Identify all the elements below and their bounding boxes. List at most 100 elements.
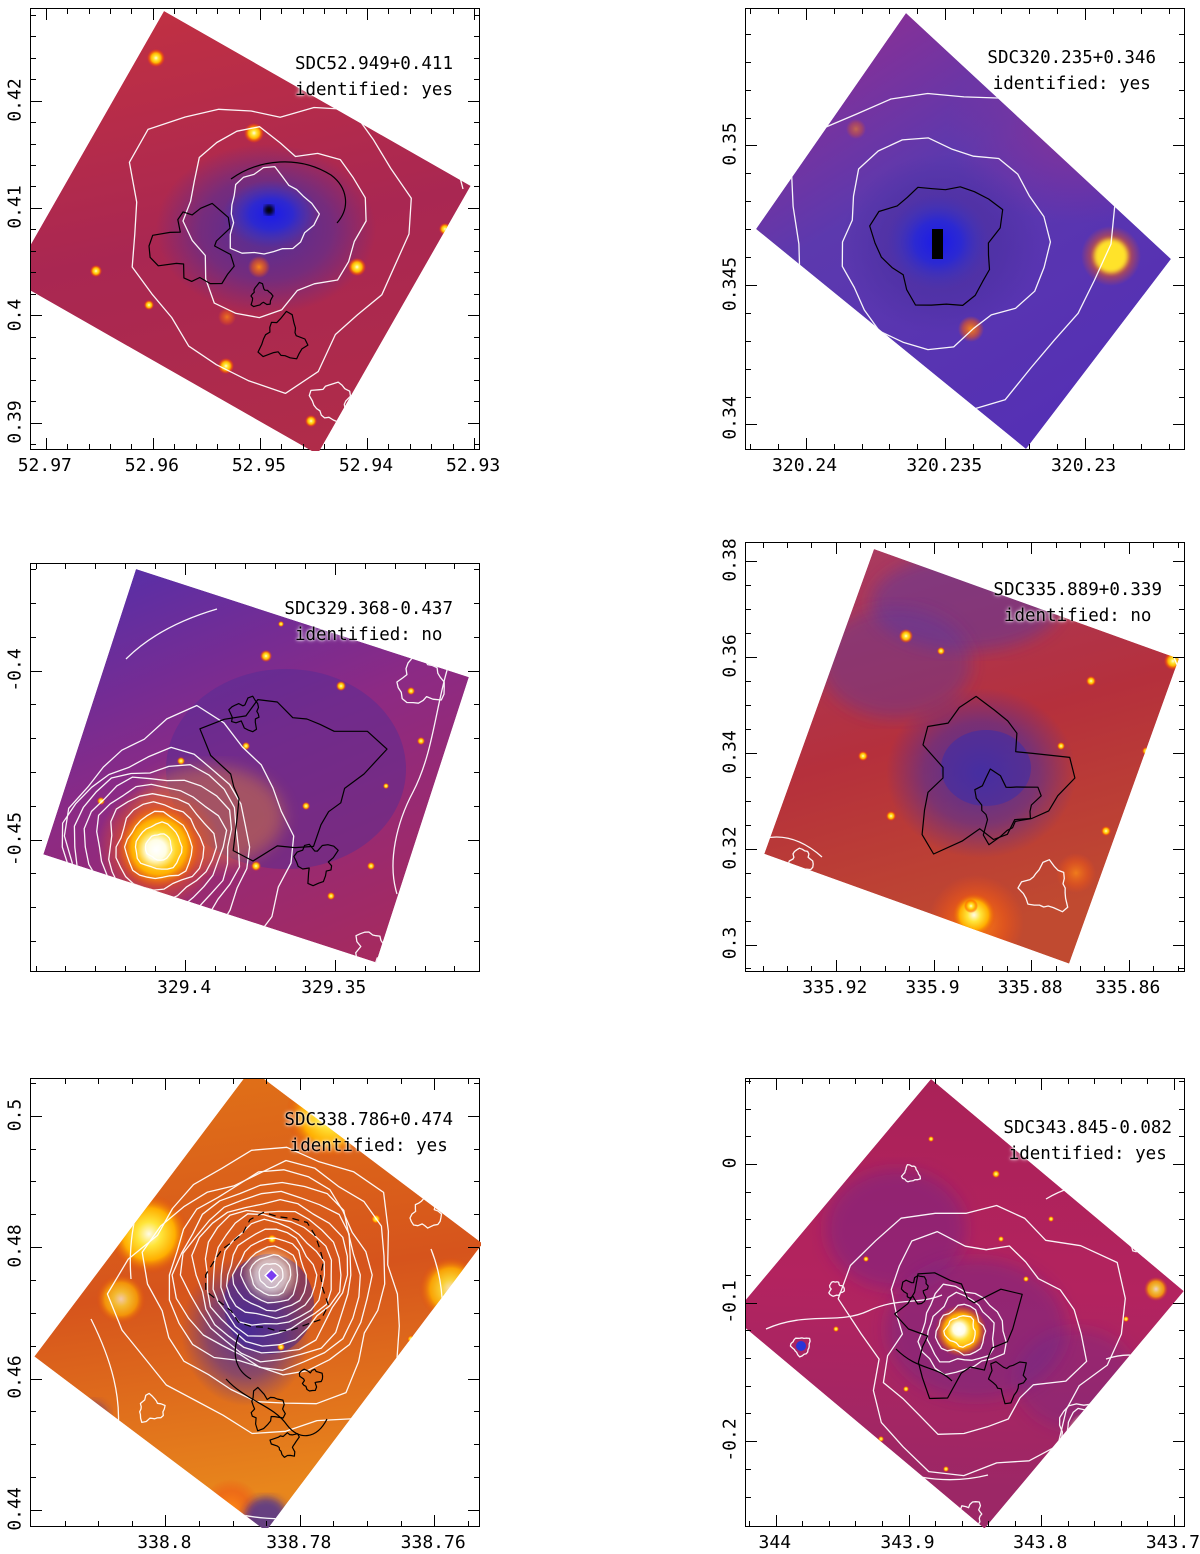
y-tick-label: 0.46 bbox=[4, 1355, 26, 1400]
axis-tick bbox=[217, 9, 219, 14]
axis-tick bbox=[762, 966, 764, 971]
axis-tick bbox=[31, 422, 42, 424]
x-tick-label: 335.86 bbox=[1095, 977, 1161, 998]
axis-tick bbox=[889, 9, 891, 14]
axis-tick bbox=[1179, 1274, 1184, 1276]
axis-tick bbox=[935, 1521, 936, 1526]
axis-tick bbox=[861, 444, 863, 449]
axis-tick bbox=[1147, 1079, 1149, 1084]
y-tick-label: -0.1 bbox=[719, 1279, 741, 1324]
axis-tick bbox=[1153, 543, 1155, 548]
identified-flag: identified: no bbox=[294, 625, 443, 645]
axis-tick bbox=[1179, 632, 1184, 634]
axis-tick bbox=[775, 1079, 777, 1090]
axis-tick bbox=[1173, 561, 1184, 562]
axis-tick bbox=[1173, 424, 1184, 426]
axis-tick bbox=[982, 966, 984, 971]
axis-tick bbox=[1120, 1521, 1122, 1526]
panel-sdc52: 0.42 0.41 0.4 0.39 bbox=[5, 8, 500, 476]
axis-tick bbox=[31, 1181, 36, 1183]
axis-tick bbox=[367, 1079, 368, 1084]
axis-tick bbox=[833, 444, 835, 449]
axis-tick bbox=[1179, 396, 1184, 398]
axis-tick bbox=[1173, 848, 1184, 850]
axis-tick bbox=[746, 1274, 751, 1276]
axis-tick bbox=[945, 438, 947, 449]
axis-tick bbox=[746, 284, 757, 286]
axis-tick bbox=[345, 9, 347, 14]
axis-tick bbox=[31, 1279, 36, 1281]
black-contours bbox=[921, 695, 1076, 855]
axis-tick bbox=[334, 564, 336, 575]
axis-tick bbox=[155, 966, 157, 971]
axis-tick bbox=[474, 1181, 479, 1183]
axis-tick bbox=[1168, 444, 1170, 449]
axis-tick bbox=[31, 670, 42, 672]
axis-tick bbox=[828, 1521, 830, 1526]
y-axis-labels: 0.35 0.345 0.34 bbox=[718, 8, 742, 450]
axis-tick bbox=[746, 368, 751, 370]
axis-tick bbox=[746, 584, 751, 586]
axis-tick bbox=[467, 1521, 469, 1526]
axis-tick bbox=[468, 207, 479, 209]
axis-tick bbox=[452, 9, 454, 14]
axis-tick bbox=[98, 1079, 100, 1084]
axis-tick bbox=[1179, 1330, 1184, 1332]
x-tick-label: 329.4 bbox=[157, 977, 212, 998]
axis-tick bbox=[746, 1302, 757, 1304]
axis-tick bbox=[474, 940, 479, 942]
axis-tick bbox=[909, 543, 910, 548]
axis-tick bbox=[746, 117, 751, 119]
axis-tick bbox=[746, 1468, 751, 1470]
axis-tick bbox=[110, 444, 111, 449]
axis-tick bbox=[31, 401, 36, 403]
axis-tick bbox=[199, 1079, 200, 1084]
axis-tick bbox=[467, 1079, 469, 1084]
axis-tick bbox=[195, 9, 197, 14]
axis-tick bbox=[324, 9, 326, 14]
axis-tick bbox=[431, 9, 433, 14]
axis-tick bbox=[31, 1411, 36, 1413]
axis-tick bbox=[1067, 1079, 1069, 1084]
x-tick-label: 335.88 bbox=[997, 977, 1063, 998]
axis-tick bbox=[31, 186, 36, 188]
y-tick-label: 0.32 bbox=[719, 825, 741, 870]
axis-tick bbox=[388, 444, 390, 449]
axis-tick bbox=[746, 145, 757, 147]
axis-tick bbox=[333, 1521, 335, 1526]
intensity-map bbox=[31, 11, 471, 451]
black-contours bbox=[894, 1272, 1027, 1405]
axis-tick bbox=[474, 401, 479, 403]
axis-tick bbox=[31, 79, 36, 80]
axis-tick bbox=[324, 444, 326, 449]
axis-tick bbox=[749, 9, 751, 14]
axis-tick bbox=[1179, 1136, 1184, 1138]
identified-flag: identified: yes bbox=[289, 1136, 448, 1156]
x-tick-label: 320.23 bbox=[1051, 455, 1117, 476]
axis-tick bbox=[474, 1345, 479, 1347]
axis-tick bbox=[364, 966, 366, 971]
axis-tick bbox=[131, 1079, 133, 1084]
axis-tick bbox=[474, 603, 479, 605]
axis-tick bbox=[468, 670, 479, 672]
axis-tick bbox=[811, 543, 813, 548]
axis-tick bbox=[746, 824, 751, 826]
axis-tick bbox=[1140, 9, 1142, 14]
axis-tick bbox=[1029, 444, 1031, 449]
axis-tick bbox=[31, 569, 36, 571]
axis-tick bbox=[31, 738, 36, 740]
axis-tick bbox=[746, 1357, 751, 1359]
panel-sdc338: 0.5 0.48 0.46 0.44 bbox=[5, 1078, 481, 1553]
axis-tick bbox=[1173, 1079, 1175, 1090]
axis-tick bbox=[333, 1079, 335, 1084]
axis-tick bbox=[367, 1521, 368, 1526]
axis-tick bbox=[1173, 145, 1184, 147]
axis-tick bbox=[1179, 1108, 1184, 1110]
axis-tick bbox=[1179, 704, 1184, 706]
axis-tick bbox=[746, 1496, 751, 1498]
axis-tick bbox=[746, 896, 751, 898]
axis-tick bbox=[861, 9, 863, 14]
axis-tick bbox=[1006, 966, 1008, 971]
axis-tick bbox=[474, 873, 479, 875]
